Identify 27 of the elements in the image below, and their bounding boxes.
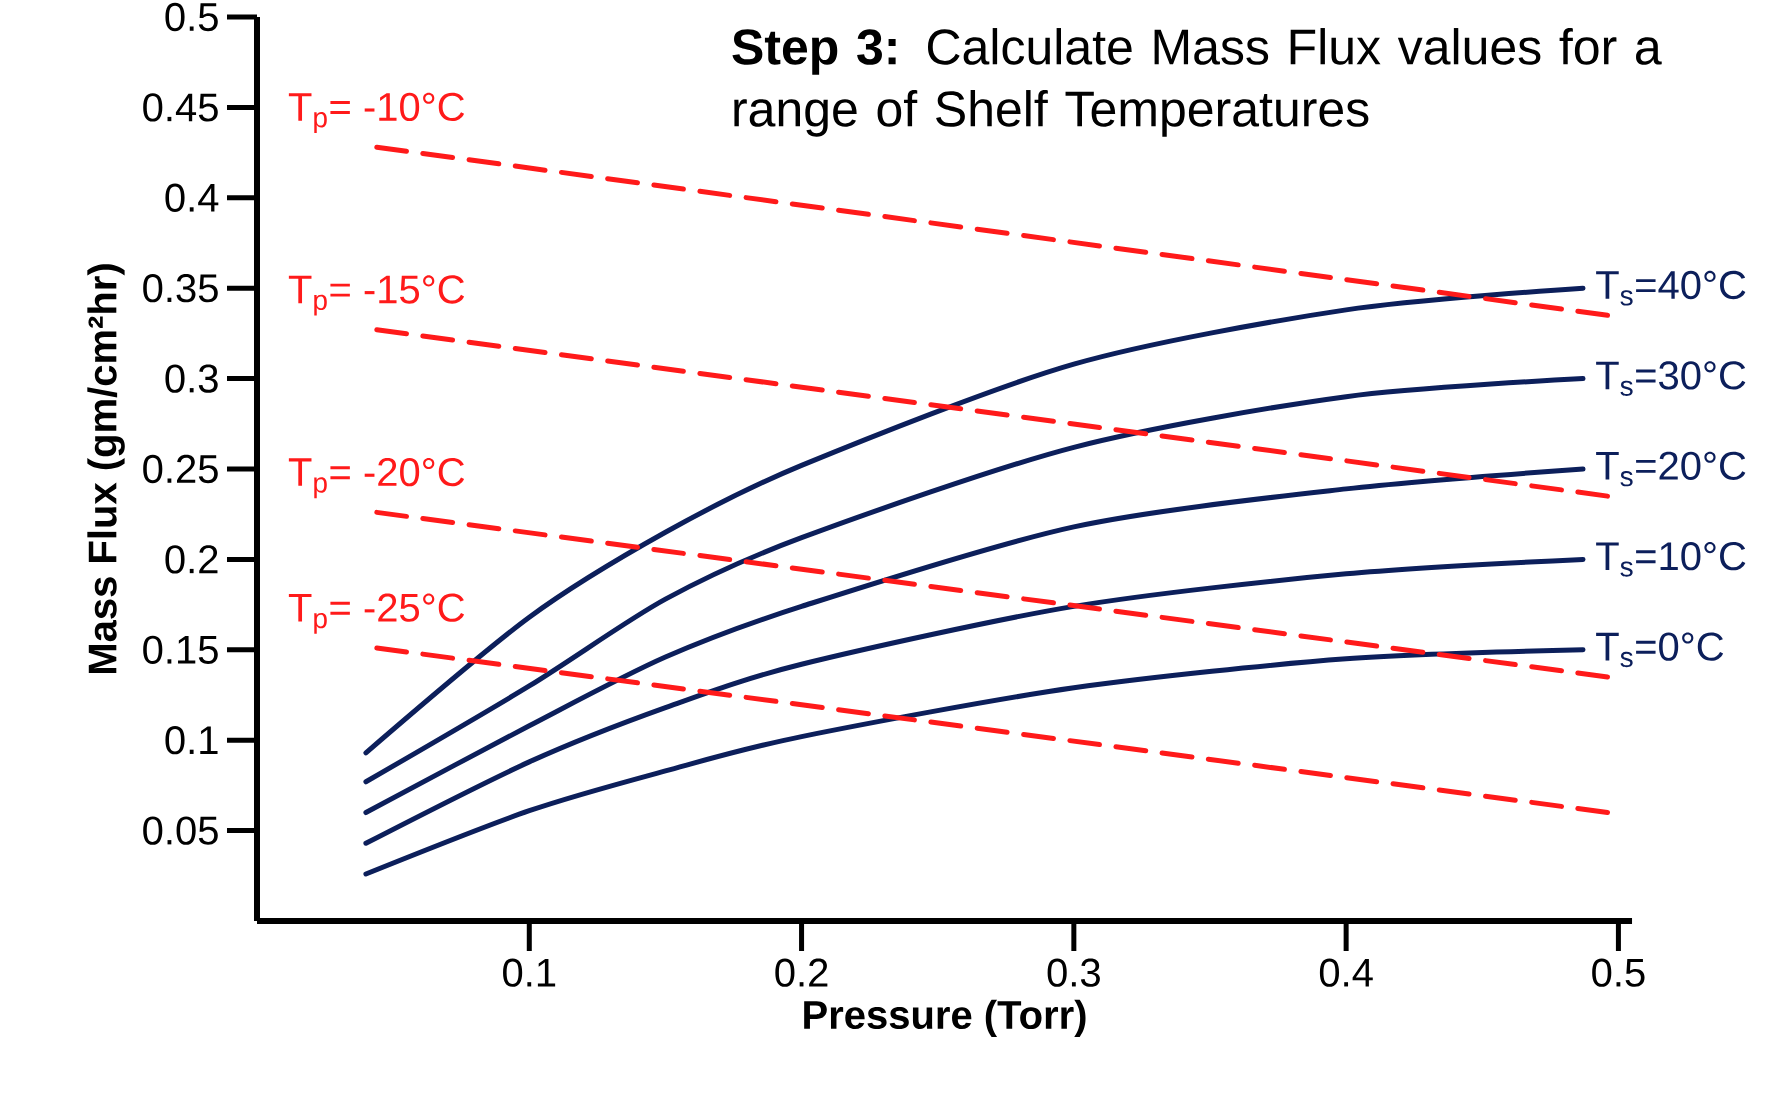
y-tick-label: 0.05 <box>143 816 218 845</box>
x-tick-label: 0.1 <box>503 958 556 987</box>
series-label: T$_{s}$=10°C <box>1596 542 1746 577</box>
series-label: T$_{s}$=20°C <box>1596 451 1746 487</box>
y-tick-label: 0.25 <box>143 454 218 484</box>
x-axis-title: Pressure (Torr) <box>804 999 1086 1037</box>
series-label: T$_{s}$=40°C <box>1596 270 1746 306</box>
y-tick-label: 0.15 <box>143 635 218 664</box>
y-tick-label: 0.2 <box>165 545 218 574</box>
x-tick-label: 0.2 <box>775 958 828 987</box>
x-tick-label: 0.4 <box>1319 958 1373 987</box>
y-tick-label: 0.5 <box>165 2 218 32</box>
series-label: T$_{p}$= -15°C <box>288 275 465 316</box>
series-label: T$_{p}$= -25°C <box>288 593 465 634</box>
y-tick-label: 0.4 <box>165 183 219 212</box>
series-label: T$_{s}$=30°C <box>1596 361 1746 396</box>
x-tick-label: 0.3 <box>1047 958 1100 987</box>
y-tick-label: 0.3 <box>165 364 218 393</box>
series-label: T$_{p}$= -20°C <box>288 457 465 499</box>
y-tick-label: 0.1 <box>165 726 218 755</box>
y-tick-label: 0.35 <box>143 274 218 303</box>
y-tick-label: 0.45 <box>143 93 218 122</box>
series-label: T$_{p}$= -10°C <box>288 92 465 133</box>
text: Step 3: Calculate Mass Flux values for a range of Shelf Temperatures <box>732 28 1662 137</box>
x-tick-label: 0.5 <box>1592 958 1645 987</box>
y-axis-title: Mass Flux (gm/cm²hr) <box>87 264 125 674</box>
series-label: T$_{s}$=0°C <box>1596 632 1724 668</box>
